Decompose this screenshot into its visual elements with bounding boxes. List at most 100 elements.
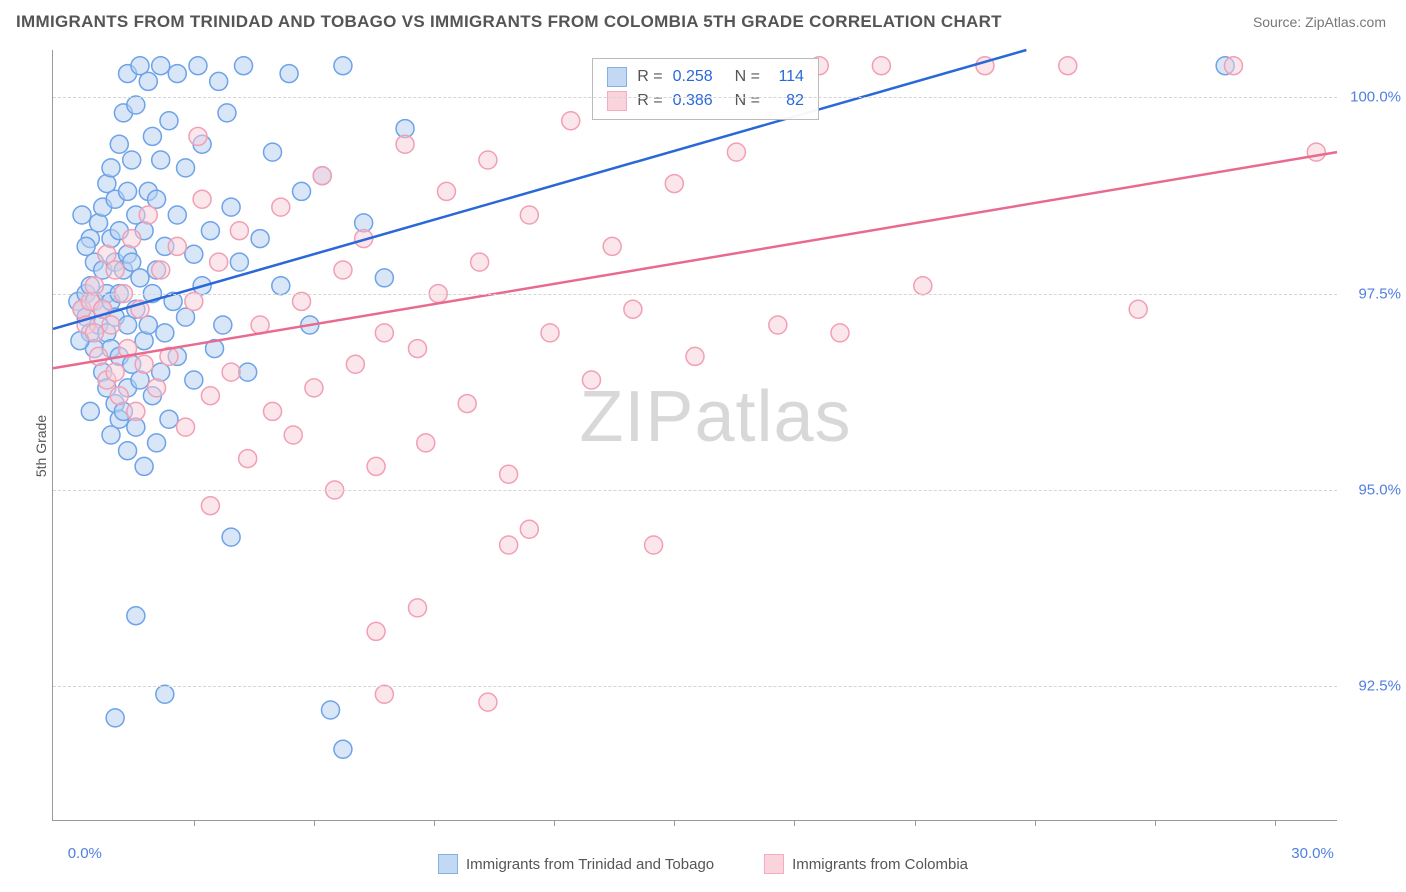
scatter-point	[408, 599, 426, 617]
scatter-point	[375, 685, 393, 703]
scatter-point	[201, 497, 219, 515]
x-tick-mark	[554, 820, 555, 826]
scatter-point	[1059, 57, 1077, 75]
legend-label: Immigrants from Trinidad and Tobago	[466, 856, 714, 873]
scatter-point	[139, 206, 157, 224]
scatter-point	[77, 237, 95, 255]
scatter-point	[156, 685, 174, 703]
y-tick-label: 97.5%	[1358, 285, 1401, 302]
scatter-point	[284, 426, 302, 444]
scatter-point	[272, 198, 290, 216]
legend-swatch	[438, 854, 458, 874]
scatter-point	[222, 528, 240, 546]
scatter-point	[727, 143, 745, 161]
scatter-point	[102, 316, 120, 334]
scatter-point	[686, 347, 704, 365]
scatter-point	[135, 457, 153, 475]
scatter-point	[334, 740, 352, 758]
scatter-point	[272, 277, 290, 295]
scatter-point	[160, 112, 178, 130]
source-label: Source: ZipAtlas.com	[1253, 14, 1386, 30]
scatter-point	[367, 622, 385, 640]
scatter-point	[437, 182, 455, 200]
legend-item: Immigrants from Trinidad and Tobago	[438, 854, 714, 874]
scatter-point	[251, 230, 269, 248]
scatter-point	[160, 410, 178, 428]
x-tick-mark	[1155, 820, 1156, 826]
scatter-point	[264, 402, 282, 420]
x-tick-mark	[1275, 820, 1276, 826]
scatter-point	[313, 167, 331, 185]
scatter-point	[872, 57, 890, 75]
scatter-point	[624, 300, 642, 318]
chart-title: IMMIGRANTS FROM TRINIDAD AND TOBAGO VS I…	[16, 12, 1002, 32]
scatter-point	[1129, 300, 1147, 318]
x-tick-mark	[1035, 820, 1036, 826]
grid-line	[53, 294, 1337, 295]
scatter-point	[152, 261, 170, 279]
scatter-point	[127, 96, 145, 114]
scatter-point	[110, 135, 128, 153]
legend-stat-row: R =0.386N =82	[607, 89, 804, 113]
scatter-point	[235, 57, 253, 75]
legend-label: Immigrants from Colombia	[792, 856, 968, 873]
scatter-point	[168, 237, 186, 255]
x-tick-mark	[314, 820, 315, 826]
scatter-point	[322, 701, 340, 719]
scatter-point	[139, 72, 157, 90]
scatter-point	[201, 387, 219, 405]
scatter-point	[127, 402, 145, 420]
scatter-point	[479, 693, 497, 711]
scatter-point	[222, 363, 240, 381]
scatter-point	[230, 222, 248, 240]
scatter-point	[375, 324, 393, 342]
n-label: N =	[735, 68, 760, 86]
scatter-point	[177, 418, 195, 436]
scatter-point	[143, 127, 161, 145]
legend-stats: R =0.258N =114R =0.386N =82	[592, 58, 819, 120]
scatter-point	[471, 253, 489, 271]
scatter-point	[293, 292, 311, 310]
scatter-point	[541, 324, 559, 342]
scatter-point	[189, 57, 207, 75]
scatter-point	[210, 253, 228, 271]
scatter-point	[185, 371, 203, 389]
grid-line	[53, 686, 1337, 687]
scatter-point	[106, 363, 124, 381]
x-tick-mark	[194, 820, 195, 826]
scatter-point	[417, 434, 435, 452]
plot-svg	[53, 50, 1337, 820]
y-tick-label: 100.0%	[1350, 89, 1401, 106]
scatter-point	[218, 104, 236, 122]
scatter-point	[123, 151, 141, 169]
scatter-point	[189, 127, 207, 145]
scatter-point	[500, 465, 518, 483]
n-value: 114	[770, 68, 804, 86]
scatter-point	[665, 175, 683, 193]
x-tick-mark	[794, 820, 795, 826]
scatter-point	[135, 355, 153, 373]
scatter-point	[201, 222, 219, 240]
scatter-point	[73, 206, 91, 224]
scatter-point	[119, 442, 137, 460]
scatter-point	[177, 159, 195, 177]
scatter-point	[168, 206, 186, 224]
plot-area: ZIPatlas R =0.258N =114R =0.386N =82 92.…	[52, 50, 1337, 821]
scatter-point	[210, 72, 228, 90]
scatter-point	[264, 143, 282, 161]
legend-stat-row: R =0.258N =114	[607, 65, 804, 89]
scatter-point	[148, 379, 166, 397]
scatter-point	[375, 269, 393, 287]
scatter-point	[239, 450, 257, 468]
scatter-point	[645, 536, 663, 554]
scatter-point	[214, 316, 232, 334]
scatter-point	[185, 245, 203, 263]
x-tick-mark	[915, 820, 916, 826]
scatter-point	[85, 324, 103, 342]
scatter-point	[148, 434, 166, 452]
scatter-point	[367, 457, 385, 475]
scatter-point	[127, 607, 145, 625]
scatter-point	[1224, 57, 1242, 75]
scatter-point	[408, 340, 426, 358]
legend-swatch	[607, 91, 627, 111]
